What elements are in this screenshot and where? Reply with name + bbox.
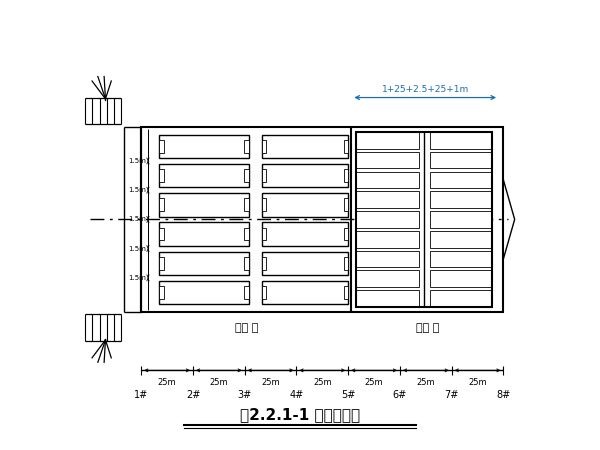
Text: 25m: 25m xyxy=(158,378,176,387)
Bar xyxy=(430,171,493,188)
Text: 6#: 6# xyxy=(393,391,407,401)
Bar xyxy=(244,286,248,299)
Bar xyxy=(430,211,493,228)
Text: 3#: 3# xyxy=(238,391,252,401)
Bar xyxy=(356,152,419,168)
Text: 1#: 1# xyxy=(134,391,148,401)
Bar xyxy=(159,198,164,211)
Bar xyxy=(344,169,348,182)
Text: 25m: 25m xyxy=(313,378,332,387)
Bar xyxy=(344,228,348,240)
Bar xyxy=(430,132,493,148)
Bar xyxy=(430,270,493,287)
Text: 1.5m: 1.5m xyxy=(128,187,146,193)
Bar xyxy=(244,257,248,270)
Text: 1.5m: 1.5m xyxy=(128,246,146,252)
Bar xyxy=(262,286,266,299)
Text: 25m: 25m xyxy=(468,378,487,387)
Bar xyxy=(262,198,266,211)
Bar xyxy=(262,140,266,153)
Bar xyxy=(430,152,493,168)
Bar xyxy=(262,164,348,187)
Text: 5#: 5# xyxy=(341,391,355,401)
Bar xyxy=(344,140,348,153)
Bar xyxy=(356,132,493,307)
Bar xyxy=(262,169,266,182)
Bar xyxy=(356,251,419,267)
Text: 存梁 区: 存梁 区 xyxy=(416,324,439,333)
Text: 4#: 4# xyxy=(289,391,304,401)
Bar xyxy=(159,135,248,158)
Bar xyxy=(430,231,493,248)
Bar xyxy=(159,286,164,299)
Bar xyxy=(430,290,493,307)
Bar xyxy=(356,231,419,248)
Bar xyxy=(159,222,248,246)
Bar xyxy=(262,281,348,304)
Text: 7#: 7# xyxy=(445,391,459,401)
Text: 25m: 25m xyxy=(365,378,383,387)
Bar xyxy=(159,169,164,182)
Bar xyxy=(159,164,248,187)
Text: 1+25+2.5+25+1m: 1+25+2.5+25+1m xyxy=(382,85,469,94)
Text: 25m: 25m xyxy=(416,378,435,387)
Bar xyxy=(159,281,248,304)
Bar xyxy=(244,140,248,153)
Bar xyxy=(262,257,266,270)
Bar xyxy=(244,198,248,211)
Bar xyxy=(159,193,248,216)
Bar xyxy=(356,191,419,208)
Bar xyxy=(356,290,419,307)
Bar xyxy=(262,222,348,246)
Bar xyxy=(356,270,419,287)
Bar xyxy=(159,140,164,153)
Bar xyxy=(262,228,266,240)
Bar xyxy=(430,251,493,267)
Bar xyxy=(141,126,503,312)
Bar xyxy=(344,257,348,270)
Bar xyxy=(159,252,248,275)
Bar xyxy=(262,135,348,158)
Text: 图2.2.1-1 预制场布置: 图2.2.1-1 预制场布置 xyxy=(240,408,360,423)
Text: 1.5m: 1.5m xyxy=(128,275,146,281)
Bar xyxy=(244,169,248,182)
Bar xyxy=(344,198,348,211)
Bar xyxy=(430,191,493,208)
Bar xyxy=(356,211,419,228)
Text: 2#: 2# xyxy=(186,391,200,401)
Bar xyxy=(262,193,348,216)
Bar xyxy=(262,252,348,275)
Bar xyxy=(244,228,248,240)
Text: 1.5m: 1.5m xyxy=(128,216,146,222)
Text: 1.5m: 1.5m xyxy=(128,158,146,164)
Bar xyxy=(356,132,419,148)
Text: 25m: 25m xyxy=(209,378,228,387)
Text: 25m: 25m xyxy=(261,378,280,387)
Bar xyxy=(356,171,419,188)
Bar xyxy=(159,228,164,240)
Text: 8#: 8# xyxy=(496,391,511,401)
Text: 预制 区: 预制 区 xyxy=(235,324,258,333)
Bar xyxy=(159,257,164,270)
Bar xyxy=(344,286,348,299)
